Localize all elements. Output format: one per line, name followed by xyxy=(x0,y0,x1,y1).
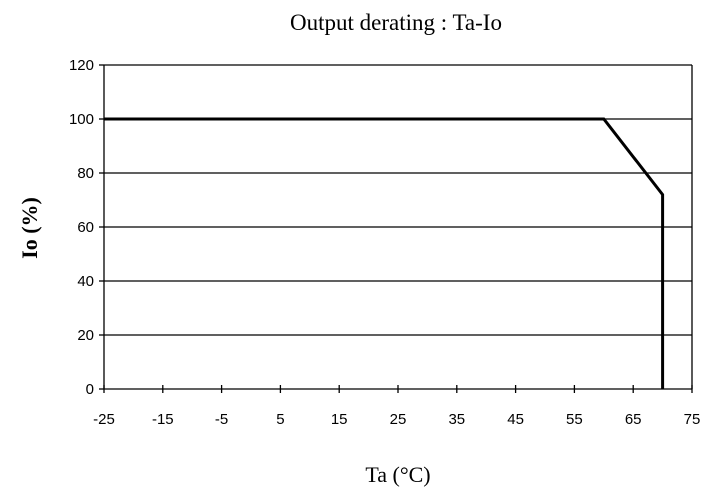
x-tick-label-4: 15 xyxy=(331,411,348,428)
x-tick-label-3: 5 xyxy=(276,411,284,428)
series-lines xyxy=(104,117,665,389)
y-tick-label-3: 60 xyxy=(77,219,94,236)
tick-labels: 0 20 40 60 80 100 120 -25 -15 -5 5 15 25 35 45 55 65 75 xyxy=(69,57,700,428)
derating-curve-0 xyxy=(104,117,665,389)
x-tick-label-0: -25 xyxy=(93,411,115,428)
x-tick-label-6: 35 xyxy=(448,411,465,428)
y-tick-label-5: 100 xyxy=(69,111,94,128)
y-tick-label-1: 20 xyxy=(77,327,94,344)
x-tick-label-8: 55 xyxy=(566,411,583,428)
y-tick-label-6: 120 xyxy=(69,57,94,74)
y-tick-label-4: 80 xyxy=(77,165,94,182)
chart-title: Output derating : Ta-Io xyxy=(290,10,502,35)
axes xyxy=(99,64,693,393)
x-tick-label-1: -15 xyxy=(152,411,174,428)
x-axis-label: Ta (°C) xyxy=(365,462,430,487)
grid-lines xyxy=(104,64,692,336)
x-tick-label-7: 45 xyxy=(507,411,524,428)
x-tick-label-9: 65 xyxy=(625,411,642,428)
x-tick-label-2: -5 xyxy=(215,411,228,428)
x-tick-label-10: 75 xyxy=(684,411,701,428)
y-axis-label: Io (%) xyxy=(17,197,42,259)
x-tick-label-5: 25 xyxy=(390,411,407,428)
y-tick-label-0: 0 xyxy=(86,381,94,398)
y-tick-label-2: 40 xyxy=(77,273,94,290)
